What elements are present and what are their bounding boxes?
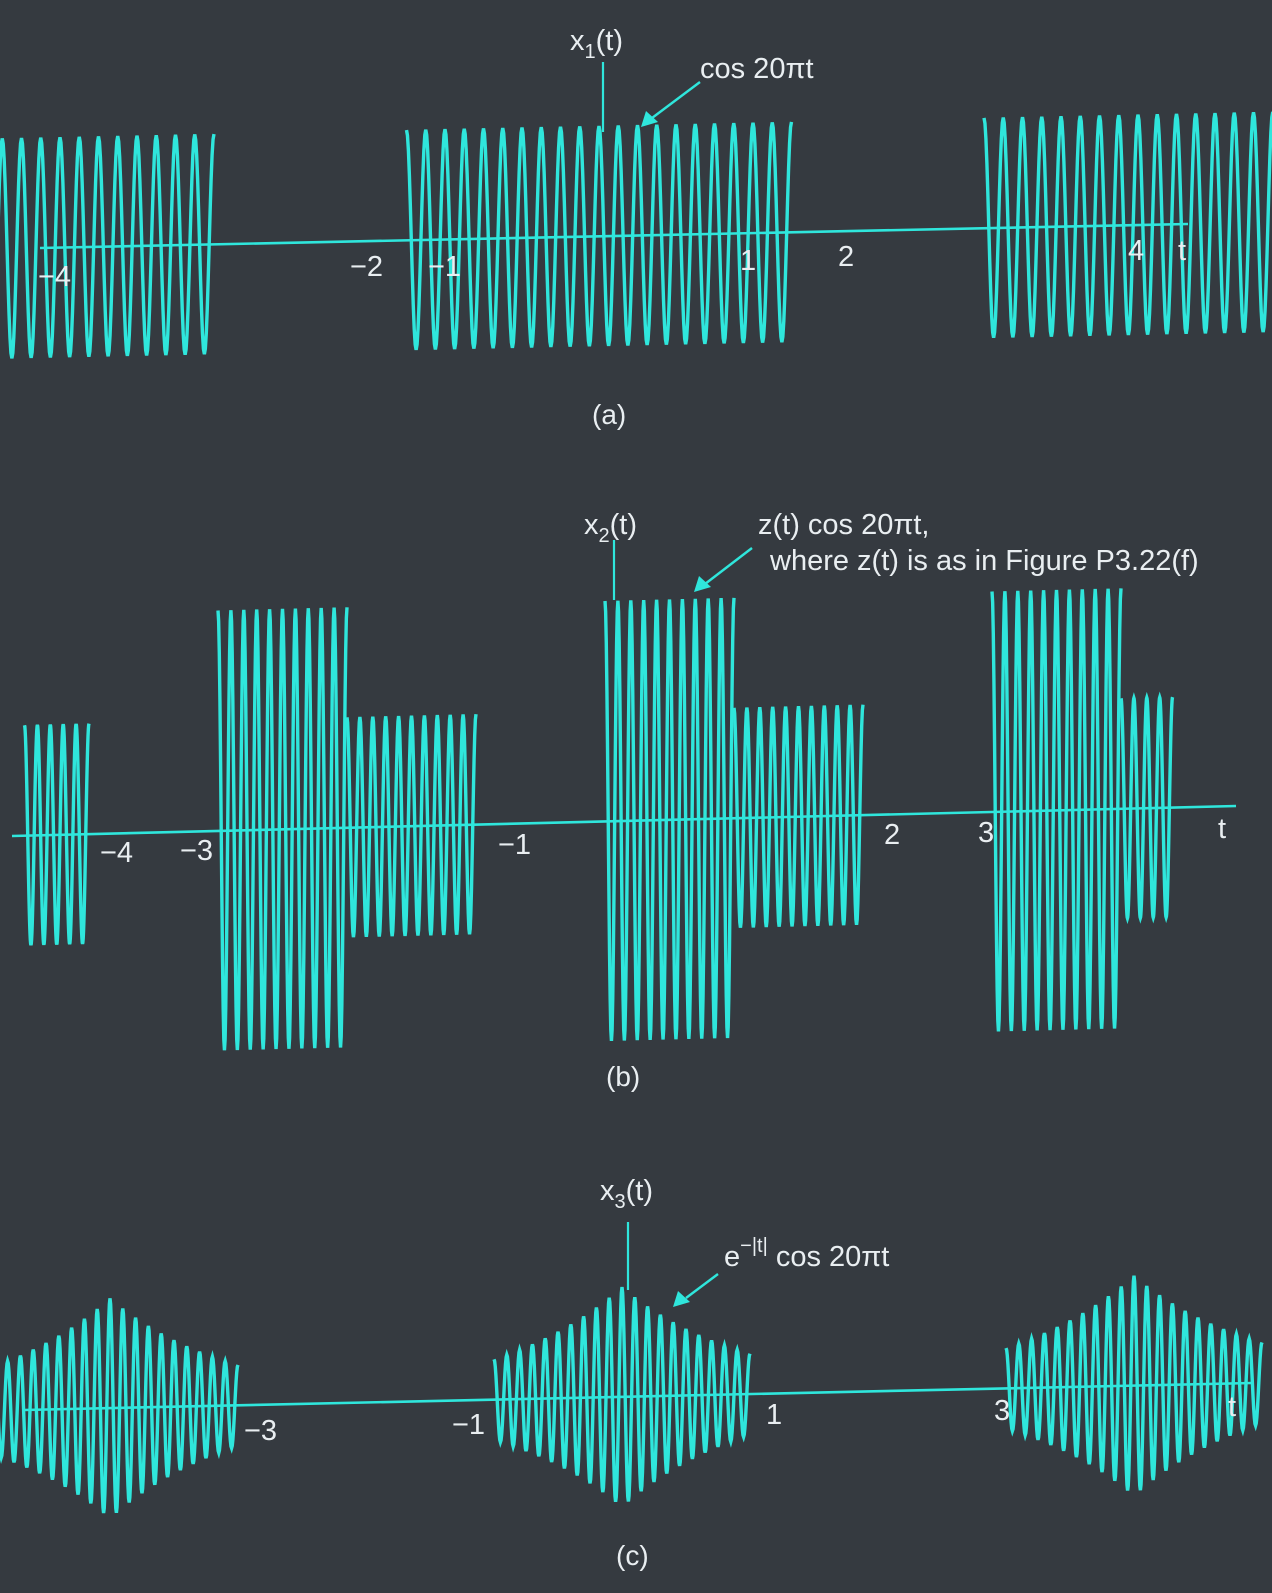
tick-label-a-4: 4: [1128, 235, 1144, 267]
ylabel-b: x2(t): [584, 509, 637, 547]
tick-label-a-neg1: −1: [428, 251, 461, 283]
waveform-segment-5: [732, 704, 865, 928]
ylabel-a: x1(t): [570, 25, 623, 63]
waveform-segment-1: [0, 1298, 240, 1514]
t-axis-c: [23, 1381, 1253, 1412]
tick-label-b-neg3: −3: [180, 835, 213, 867]
annotation-arrowhead-b: [694, 576, 711, 592]
waveform-segment-6: [990, 588, 1123, 1032]
annotation-arrow-a: [651, 81, 701, 119]
waveform-segment-7: [1119, 691, 1175, 925]
annotation-b-line2: where z(t) is as in Figure P3.22(f): [769, 545, 1199, 577]
annotation-arrowhead-a: [641, 111, 658, 127]
xlabel-b: t: [1218, 813, 1226, 845]
waveform-segment-3: [982, 111, 1272, 339]
tick-label-c-3: 3: [994, 1395, 1010, 1427]
waveform-segment-1: [22, 723, 91, 946]
t-axis-a: [39, 222, 1189, 250]
tick-label-a-neg4: −4: [38, 261, 71, 293]
xlabel-c: t: [1228, 1391, 1236, 1423]
caption-a: (a): [592, 399, 626, 430]
tick-label-c-neg3: −3: [244, 1415, 277, 1447]
annotation-b-line1: z(t) cos 20πt,: [758, 509, 930, 541]
xlabel-a: t: [1178, 235, 1186, 267]
annotation-arrowhead-c: [673, 1291, 690, 1307]
x2-waveform: [22, 588, 1175, 1051]
annotation-arrow-c: [685, 1273, 719, 1299]
annotation-a: cos 20πt: [700, 53, 814, 85]
waveform-segment-3: [345, 713, 478, 938]
waveform-segment-3: [1004, 1275, 1264, 1491]
tick-label-a-2: 2: [838, 241, 854, 273]
waveform-segment-2: [492, 1286, 752, 1503]
annotation-arrow-b: [704, 547, 753, 585]
caption-b: (b): [606, 1061, 640, 1092]
x3-waveform: [0, 1275, 1264, 1514]
t-axis-b: [11, 804, 1237, 838]
waveform-segment-2: [216, 607, 349, 1051]
waveform-segment-4: [603, 597, 736, 1041]
tick-label-c-1: 1: [766, 1399, 782, 1431]
tick-label-c-neg1: −1: [452, 1409, 485, 1441]
panel-c: x3(t) e−|t| cos 20πt −3 −1 1 3 t (c): [0, 1175, 1264, 1571]
tick-label-b-2: 2: [884, 819, 900, 851]
waveform-segment-2: [404, 121, 794, 351]
tick-label-b-3: 3: [978, 817, 994, 849]
tick-label-a-1: 1: [740, 245, 756, 277]
x1-waveform: [0, 111, 1272, 359]
annotation-c: e−|t| cos 20πt: [724, 1235, 889, 1273]
tick-label-b-neg1: −1: [498, 829, 531, 861]
tick-label-b-neg4: −4: [100, 837, 133, 869]
waveform-segment-1: [0, 133, 216, 359]
caption-c: (c): [616, 1540, 649, 1571]
panel-a: x1(t) cos 20πt −4 −2 −1 1 2 4 t (a): [0, 25, 1272, 430]
tick-label-a-neg2: −2: [350, 251, 383, 283]
ylabel-c: x3(t): [600, 1175, 653, 1213]
panel-b: x2(t) z(t) cos 20πt, where z(t) is as in…: [11, 509, 1237, 1092]
